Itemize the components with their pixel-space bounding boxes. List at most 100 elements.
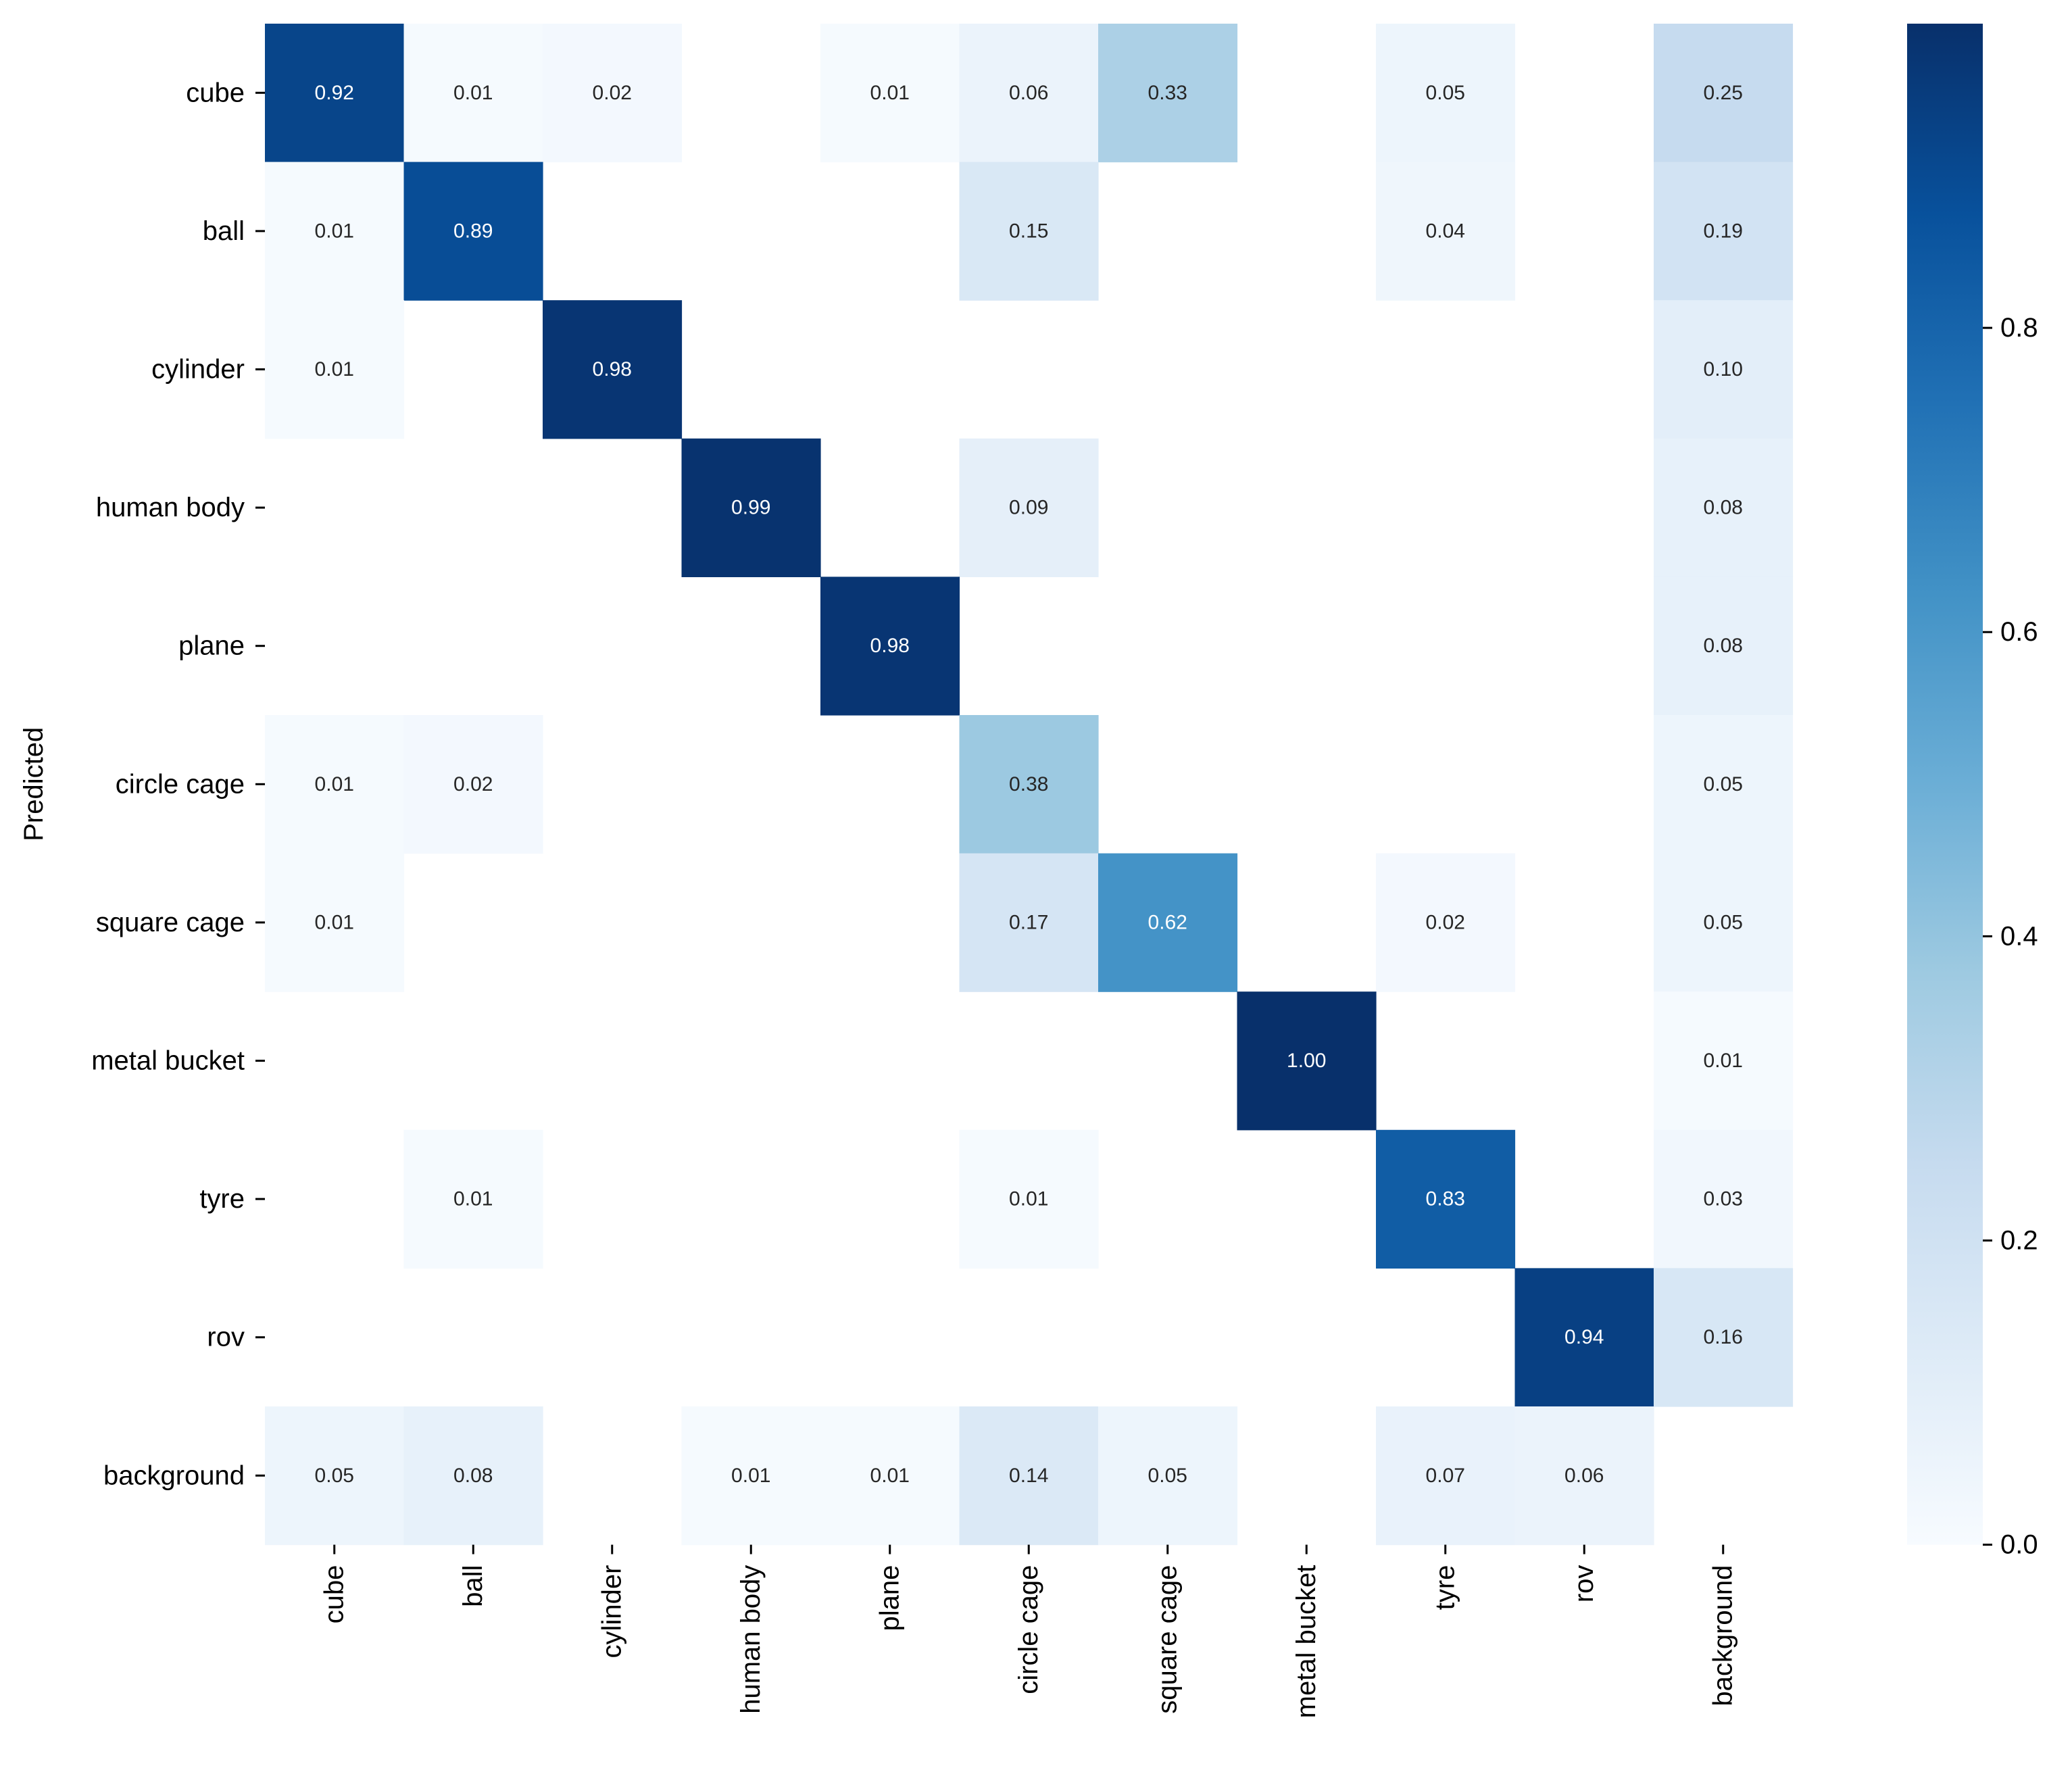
cell-background-plane [820, 1406, 960, 1546]
cell-human-body-background [1654, 438, 1794, 577]
cell-cube-tyre [1376, 24, 1516, 163]
cell-value-label: 0.14 [1009, 1465, 1048, 1487]
cell-square-cage-cube [265, 853, 405, 992]
cell-value-label: 0.33 [1148, 82, 1187, 104]
cell-circle-cage-background [1654, 715, 1794, 854]
colorbar-tick-label: 0.2 [2000, 1225, 2038, 1255]
y-tick-label-cylinder: cylinder [151, 355, 245, 385]
cell-value-label: 0.99 [731, 497, 770, 519]
cell-background-circle-cage [959, 1406, 1099, 1546]
colorbar-tick-label: 0.6 [2000, 617, 2038, 647]
cell-background-ball [403, 1406, 543, 1546]
cell-circle-cage-circle-cage [959, 715, 1099, 854]
cell-square-cage-tyre [1376, 853, 1516, 992]
colorbar-gradient [1907, 24, 1983, 1545]
cell-value-label: 0.01 [870, 82, 910, 104]
cell-tyre-circle-cage [959, 1129, 1099, 1269]
cell-square-cage-square-cage [1098, 853, 1238, 992]
y-tick-label-ball: ball [203, 216, 245, 246]
x-tick-label-tyre: tyre [1431, 1565, 1460, 1611]
x-tick-label-rov: rov [1569, 1565, 1599, 1603]
cell-human-body-human-body [681, 438, 821, 577]
cell-cube-background [1654, 24, 1794, 163]
cell-value-label: 0.04 [1426, 220, 1465, 242]
cell-value-label: 0.62 [1148, 911, 1187, 933]
cell-cylinder-cube [265, 300, 405, 439]
cell-ball-background [1654, 162, 1794, 301]
cell-ball-ball [403, 162, 543, 301]
y-tick-label-square-cage: square cage [96, 908, 245, 937]
cell-cylinder-background [1654, 300, 1794, 439]
colorbar-tick-label: 0.8 [2000, 313, 2038, 343]
cell-value-label: 0.06 [1564, 1465, 1604, 1487]
y-tick-label-tyre: tyre [199, 1184, 245, 1214]
cell-background-human-body [681, 1406, 821, 1546]
cell-cube-ball [403, 24, 543, 163]
cell-background-cube [265, 1406, 405, 1546]
cell-value-label: 0.05 [1426, 82, 1465, 104]
cell-rov-rov [1514, 1268, 1654, 1407]
cell-tyre-ball [403, 1129, 543, 1269]
x-tick-label-ball: ball [458, 1565, 488, 1607]
cell-value-label: 0.05 [1704, 911, 1743, 933]
x-tick-label-square-cage: square cage [1153, 1565, 1183, 1714]
cell-value-label: 0.16 [1704, 1326, 1743, 1348]
cell-tyre-background [1654, 1129, 1794, 1269]
x-tick-label-cylinder: cylinder [597, 1565, 627, 1659]
cell-cube-plane [820, 24, 960, 163]
cell-ball-cube [265, 162, 405, 301]
cell-circle-cage-ball [403, 715, 543, 854]
cell-value-label: 0.01 [453, 1188, 493, 1210]
cell-value-label: 0.05 [315, 1465, 354, 1487]
cell-value-label: 0.07 [1426, 1465, 1465, 1487]
cell-background-rov [1514, 1406, 1654, 1546]
cell-cube-circle-cage [959, 24, 1099, 163]
cell-cube-square-cage [1098, 24, 1238, 163]
y-axis: cube ball cylinder human body plane circle ca… [91, 78, 265, 1490]
cell-value-label: 0.01 [315, 911, 354, 933]
cell-ball-circle-cage [959, 162, 1099, 301]
cell-metal-bucket-metal-bucket [1237, 991, 1377, 1131]
cell-circle-cage-cube [265, 715, 405, 854]
cell-square-cage-background [1654, 853, 1794, 992]
cell-tyre-tyre [1376, 1129, 1516, 1269]
cell-cylinder-cylinder [543, 300, 683, 439]
cell-value-label: 0.01 [315, 773, 354, 795]
cell-plane-background [1654, 576, 1794, 716]
cell-background-tyre [1376, 1406, 1516, 1546]
y-tick-label-background: background [103, 1460, 245, 1490]
y-tick-label-human-body: human body [96, 493, 245, 522]
cell-value-label: 0.89 [453, 220, 493, 242]
cell-rov-background [1654, 1268, 1794, 1407]
cell-value-label: 0.08 [453, 1465, 493, 1487]
x-axis: cube ball cylinder human body plane circle ca… [320, 1544, 1738, 1718]
x-tick-label-background: background [1708, 1565, 1738, 1706]
cell-cube-cylinder [543, 24, 683, 163]
cell-value-label: 1.00 [1287, 1050, 1326, 1072]
cell-value-label: 0.02 [593, 82, 632, 104]
cell-value-label: 0.98 [593, 358, 632, 380]
cell-value-label: 0.83 [1426, 1188, 1465, 1210]
colorbar-tick-label: 0.4 [2000, 921, 2038, 951]
cell-value-label: 0.17 [1009, 911, 1048, 933]
y-tick-label-metal-bucket: metal bucket [91, 1046, 245, 1076]
cell-value-label: 0.01 [315, 220, 354, 242]
cell-value-label: 0.09 [1009, 497, 1048, 519]
cell-value-label: 0.02 [453, 773, 493, 795]
cell-value-label: 0.01 [870, 1465, 910, 1487]
cell-plane-plane [820, 576, 960, 716]
cell-value-label: 0.98 [870, 635, 910, 657]
x-tick-label-human-body: human body [736, 1565, 766, 1714]
cell-value-label: 0.02 [1426, 911, 1465, 933]
x-tick-label-cube: cube [320, 1565, 349, 1624]
cell-metal-bucket-background [1654, 991, 1794, 1131]
colorbar: 0.0 0.2 0.4 0.6 0.8 [1907, 24, 2038, 1560]
y-tick-label-rov: rov [207, 1323, 245, 1352]
cell-value-label: 0.01 [453, 82, 493, 104]
cell-background-square-cage [1098, 1406, 1238, 1546]
cell-value-label: 0.01 [315, 358, 354, 380]
cell-value-label: 0.92 [315, 82, 354, 104]
x-tick-label-plane: plane [875, 1565, 905, 1631]
cell-value-label: 0.01 [1704, 1050, 1743, 1072]
